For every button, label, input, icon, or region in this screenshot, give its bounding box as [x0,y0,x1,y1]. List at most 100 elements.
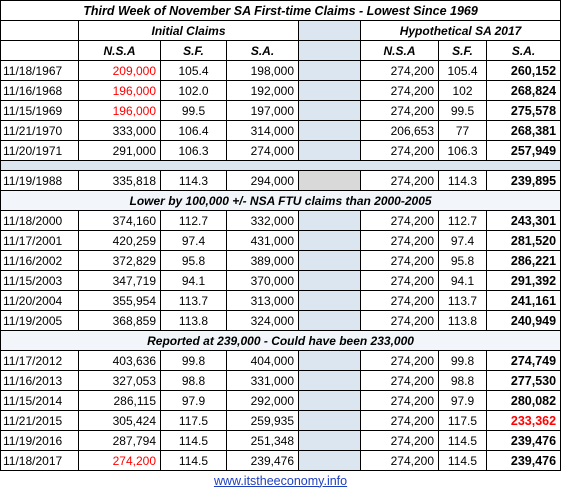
date-cell: 11/16/2013 [0,370,79,391]
value-cell: 209,000 [78,60,161,81]
value-cell: 286,115 [78,390,161,411]
value-cell: 274,200 [360,140,439,161]
value-cell: 281,520 [485,230,562,251]
date-cell: 11/17/2001 [0,230,79,251]
value-cell: 274,200 [360,390,439,411]
value-cell: 274,200 [360,80,439,101]
value-cell: 259,935 [226,410,299,431]
blank-cell [0,20,79,41]
column-header-row: N.S.A S.F. S.A. N.S.A S.F. S.A. [0,40,562,61]
date-cell: 11/17/2012 [0,350,79,371]
spacer-cell [298,20,361,41]
value-cell: 97.4 [160,230,227,251]
section-note: Reported at 239,000 - Could have been 23… [0,330,562,351]
note-row: Reported at 239,000 - Could have been 23… [0,330,562,351]
value-cell: 196,000 [78,80,161,101]
value-cell: 257,949 [485,140,562,161]
value-cell: 274,200 [360,210,439,231]
value-cell: 97.4 [438,230,487,251]
value-cell: 274,200 [78,450,161,471]
data-row: 11/15/1969 196,000 99.5 197,000 274,200 99.5 2… [0,100,562,121]
date-cell: 11/16/1968 [0,80,79,101]
value-cell: 305,424 [78,410,161,431]
value-cell: 292,000 [226,390,299,411]
value-cell: 291,000 [78,140,161,161]
footer-link[interactable]: www.itstheeconomy.info [213,473,348,488]
value-cell: 404,000 [226,350,299,371]
date-cell: 11/19/2005 [0,310,79,331]
value-cell: 106.3 [438,140,487,161]
value-cell: 274,200 [360,170,439,191]
value-cell: 268,824 [485,80,562,101]
value-cell: 95.8 [160,250,227,271]
value-cell: 117.5 [160,410,227,431]
value-cell: 113.8 [160,310,227,331]
value-cell: 233,362 [485,410,562,431]
title-row: Third Week of November SA First-time Cla… [0,0,562,21]
date-cell: 11/20/1971 [0,140,79,161]
data-row: 11/18/2017 274,200 114.5 239,476 274,200 114.… [0,450,562,471]
value-cell: 291,392 [485,270,562,291]
value-cell: 268,381 [485,120,562,141]
footer-row: www.itstheeconomy.info [1,471,561,491]
value-cell: 286,221 [485,250,562,271]
value-cell: 287,794 [78,430,161,451]
value-cell: 113.7 [438,290,487,311]
date-cell: 11/19/2016 [0,430,79,451]
value-cell: 274,749 [485,350,562,371]
note-row: Lower by 100,000 +/- NSA FTU claims than… [0,190,562,211]
value-cell: 94.1 [438,270,487,291]
group-header: Initial Claims [78,20,299,41]
value-cell: 114.3 [438,170,487,191]
value-cell: 243,301 [485,210,562,231]
spacer-cell [298,120,361,141]
value-cell: 333,000 [78,120,161,141]
data-row: 11/20/1971 291,000 106.3 274,000 274,200 106.… [0,140,562,161]
column-header: S.A. [485,40,562,61]
blank-cell [0,40,79,61]
value-cell: 196,000 [78,100,161,121]
date-cell: 11/18/1967 [0,60,79,81]
value-cell: 112.7 [438,210,487,231]
value-cell: 99.8 [438,350,487,371]
value-cell: 239,476 [226,450,299,471]
value-cell: 331,000 [226,370,299,391]
value-cell: 374,160 [78,210,161,231]
data-row: 11/16/1968 196,000 102.0 192,000 274,200 102 2… [0,80,562,101]
data-row: 11/16/2013 327,053 98.8 331,000 274,200 98.8 2… [0,370,562,391]
value-cell: 239,476 [485,430,562,451]
date-cell: 11/15/2003 [0,270,79,291]
value-cell: 114.5 [160,450,227,471]
value-cell: 274,200 [360,250,439,271]
spacer-cell [298,350,361,371]
value-cell: 95.8 [438,250,487,271]
value-cell: 314,000 [226,120,299,141]
value-cell: 274,200 [360,430,439,451]
value-cell: 372,829 [78,250,161,271]
date-cell: 11/21/1970 [0,120,79,141]
value-cell: 113.7 [160,290,227,311]
value-cell: 274,000 [226,140,299,161]
value-cell: 114.5 [160,430,227,451]
value-cell: 355,954 [78,290,161,311]
spacer-cell [298,170,361,191]
date-cell: 11/19/1988 [0,170,79,191]
data-row: 11/21/1970 333,000 106.4 314,000 206,653 77 26… [0,120,562,141]
value-cell: 97.9 [438,390,487,411]
data-row: 11/16/2002 372,829 95.8 389,000 274,200 95.8 2… [0,250,562,271]
value-cell: 275,578 [485,100,562,121]
value-cell: 274,200 [360,60,439,81]
value-cell: 277,530 [485,370,562,391]
value-cell: 251,348 [226,430,299,451]
value-cell: 335,818 [78,170,161,191]
value-cell: 327,053 [78,370,161,391]
column-header: N.S.A [360,40,439,61]
value-cell: 324,000 [226,310,299,331]
value-cell: 98.8 [160,370,227,391]
value-cell: 294,000 [226,170,299,191]
value-cell: 241,161 [485,290,562,311]
value-cell: 114.3 [160,170,227,191]
date-cell: 11/18/2000 [0,210,79,231]
value-cell: 420,259 [78,230,161,251]
